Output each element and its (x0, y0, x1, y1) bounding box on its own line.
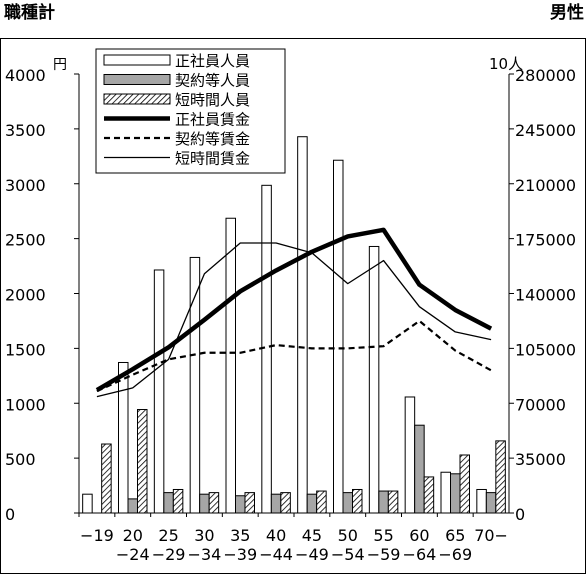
x-tick-label: 25 (158, 526, 178, 545)
bar (352, 488, 363, 514)
x-tick-label: 40 (266, 526, 286, 545)
bar (127, 498, 138, 514)
chart-svg: 0 500 1000 1500 2000 2500 3000 3500 4000 0 35000 70… (5, 48, 576, 564)
y-tick-label-left: 3000 (5, 176, 46, 195)
bar (172, 488, 184, 514)
x-tick-label: 50 (338, 526, 358, 545)
bar (306, 493, 318, 514)
x-tick-label: 70− (474, 526, 508, 545)
bar (244, 492, 255, 514)
y-axis-unit-right: 10人 (489, 55, 523, 73)
bar (404, 396, 416, 514)
x-tick-label: −59 (367, 545, 401, 564)
x-tick-label: 30 (194, 526, 214, 545)
legend-label: 短時間人員 (175, 91, 250, 109)
bar (199, 493, 210, 514)
x-tick-label: 35 (230, 526, 250, 545)
bar-layer (82, 136, 506, 514)
series-line (96, 242, 492, 398)
bar (153, 269, 165, 514)
x-tick-label: −24 (116, 545, 150, 564)
legend-swatch (103, 93, 171, 105)
y-tick-label-left: 0 (5, 505, 15, 524)
x-tick-label: 60 (409, 526, 429, 545)
bar (316, 490, 327, 514)
bar (423, 476, 435, 514)
bar (495, 440, 506, 514)
x-tick-label: 20 (123, 526, 143, 545)
bar (118, 361, 129, 514)
bar (368, 245, 380, 514)
legend-box (95, 48, 286, 174)
bar (225, 217, 236, 514)
y-tick-label-left: 4000 (5, 66, 46, 85)
legend-swatch (103, 74, 171, 85)
y-tick-label-right: 280000 (515, 66, 576, 85)
bar (270, 493, 282, 514)
y-tick-label-left: 1000 (5, 395, 46, 414)
x-tick-label: 65 (445, 526, 465, 545)
y-tick-label-right: 0 (515, 505, 525, 524)
axes-layer: 0 500 1000 1500 2000 2500 3000 3500 4000 0 35000 70… (5, 55, 576, 564)
bar (280, 492, 291, 514)
legend-label: 契約等賃金 (175, 130, 250, 148)
x-tick-label: −64 (403, 545, 437, 564)
bar (297, 136, 308, 514)
x-tick-label: −54 (331, 545, 365, 564)
bar (459, 454, 470, 514)
legend-swatch (103, 54, 171, 66)
y-tick-label-right: 105000 (515, 340, 576, 359)
y-axis-unit-left: 円 (53, 57, 67, 73)
y-tick-label-left: 1500 (5, 340, 46, 359)
x-tick-label: −44 (259, 545, 293, 564)
legend-label: 正社員人員 (175, 52, 250, 70)
bar (476, 488, 487, 514)
x-tick-label: −19 (80, 526, 114, 545)
y-tick-label-right: 140000 (515, 286, 576, 305)
x-tick-label: −39 (223, 545, 257, 564)
bar (414, 424, 425, 514)
x-tick-label: −29 (152, 545, 186, 564)
bar (485, 492, 497, 514)
x-tick-label: 45 (302, 526, 322, 545)
bar (333, 159, 344, 514)
y-tick-label-right: 210000 (515, 176, 576, 195)
legend-label: 短時間賃金 (175, 150, 250, 168)
chart-title-right: 男性 (550, 3, 584, 23)
y-tick-label-right: 175000 (515, 231, 576, 250)
legend-label: 正社員賃金 (175, 111, 250, 129)
bar (137, 409, 148, 514)
y-tick-label-left: 3500 (5, 121, 46, 140)
bar (163, 492, 174, 514)
chart-title-left: 職種計 (4, 3, 55, 23)
y-tick-label-right: 70000 (515, 395, 566, 414)
bar (450, 473, 461, 514)
bar (387, 490, 399, 514)
bar (342, 492, 353, 514)
x-tick-label: 55 (373, 526, 393, 545)
bar (208, 492, 220, 514)
bar (82, 493, 93, 514)
bar (235, 495, 246, 514)
series-line (95, 227, 493, 393)
bar (440, 471, 451, 514)
y-tick-label-left: 2500 (5, 231, 46, 250)
x-tick-label: −69 (438, 545, 472, 564)
bar (378, 490, 389, 514)
legend-label: 契約等人員 (175, 72, 250, 90)
y-tick-label-right: 35000 (515, 450, 566, 469)
x-tick-label: −34 (188, 545, 222, 564)
bar (261, 184, 272, 514)
chart-frame: 0 500 1000 1500 2000 2500 3000 3500 4000 0 35000 70… (0, 38, 586, 574)
line-layer (95, 227, 493, 398)
y-tick-label-left: 2000 (5, 286, 46, 305)
y-tick-label-left: 500 (5, 450, 36, 469)
bar (101, 443, 112, 514)
series-line (96, 319, 492, 393)
y-tick-label-right: 245000 (515, 121, 576, 140)
x-tick-label: −49 (295, 545, 329, 564)
